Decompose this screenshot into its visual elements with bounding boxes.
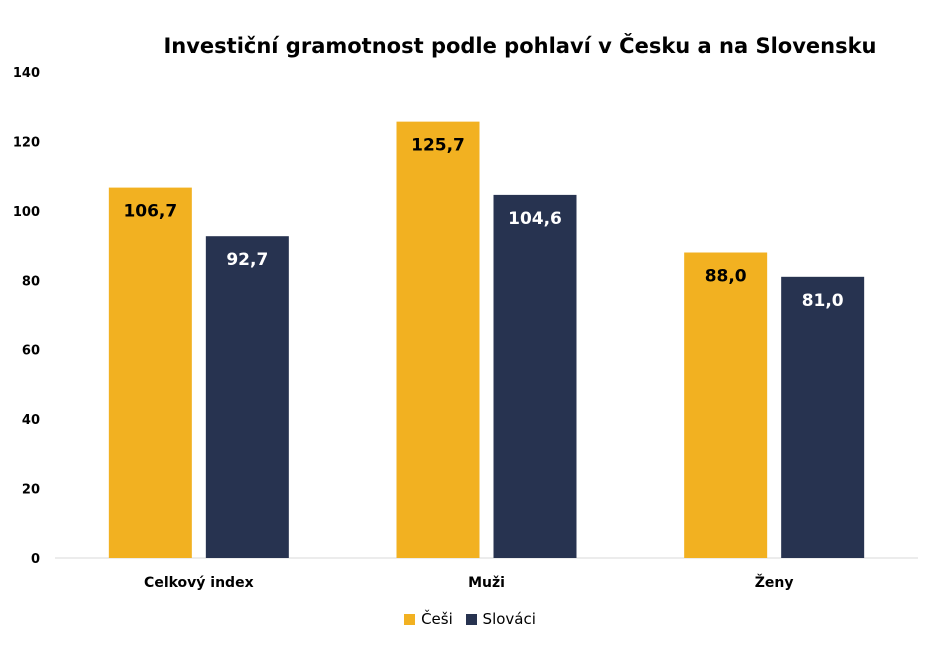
y-tick-label: 80 xyxy=(22,274,40,289)
bar xyxy=(108,187,192,558)
legend-item-cesi: Češi xyxy=(404,610,453,628)
data-label: 88,0 xyxy=(705,267,747,287)
y-tick-label: 20 xyxy=(22,483,40,498)
data-label: 81,0 xyxy=(802,291,844,311)
bar xyxy=(205,236,289,558)
y-tick-label: 100 xyxy=(13,205,40,220)
legend-label-slovaci: Slováci xyxy=(482,610,536,628)
y-tick-label: 0 xyxy=(31,552,40,567)
legend: Češi Slováci xyxy=(0,610,940,629)
bar xyxy=(396,121,480,559)
legend-item-slovaci: Slováci xyxy=(465,610,536,628)
bar xyxy=(781,276,865,558)
legend-swatch-slovaci xyxy=(465,613,477,625)
y-tick-label: 140 xyxy=(13,66,40,81)
x-tick-label: Celkový index xyxy=(144,575,254,591)
legend-label-cesi: Češi xyxy=(421,610,453,628)
legend-swatch-cesi xyxy=(404,613,416,625)
data-label: 106,7 xyxy=(123,202,177,222)
x-tick-label: Ženy xyxy=(755,574,794,591)
data-label: 92,7 xyxy=(226,250,268,270)
bar xyxy=(684,252,768,558)
data-label: 104,6 xyxy=(508,209,562,229)
data-label: 125,7 xyxy=(411,136,465,156)
bar xyxy=(493,194,577,559)
y-tick-label: 60 xyxy=(22,344,40,359)
chart-title: Investiční gramotnost podle pohlaví v Če… xyxy=(163,34,877,58)
x-tick-label: Muži xyxy=(468,575,505,591)
y-tick-label: 120 xyxy=(13,135,40,150)
y-tick-label: 40 xyxy=(22,413,40,428)
